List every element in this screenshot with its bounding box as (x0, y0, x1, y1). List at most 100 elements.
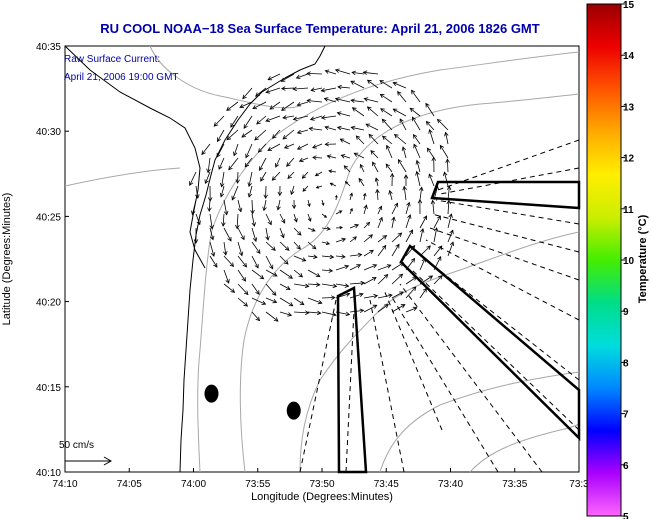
current-vector-head (372, 161, 377, 167)
current-vector-head (351, 70, 356, 76)
chart-title: RU COOL NOAA−18 Sea Surface Temperature:… (100, 21, 540, 36)
current-vector (260, 171, 267, 182)
current-vector (321, 227, 331, 230)
current-vector-head (242, 262, 248, 268)
current-vector (251, 255, 259, 269)
current-vector-head (255, 316, 261, 322)
current-vector-head (320, 87, 326, 93)
current-vector-head (412, 276, 418, 281)
current-vector-head (428, 275, 434, 280)
current-vector-head (332, 283, 338, 289)
current-vector-head (362, 192, 367, 197)
current-vector-head (426, 245, 431, 250)
current-vector-head (434, 185, 439, 191)
current-vector-head (378, 216, 383, 222)
current-vector-head (400, 304, 406, 309)
current-vector (432, 200, 435, 215)
current-vector (252, 101, 267, 109)
scale-arrow-head (103, 456, 113, 466)
current-vector (226, 101, 239, 111)
current-vector-head (271, 176, 277, 181)
current-vector-head (207, 207, 212, 212)
track-line (425, 239, 580, 321)
current-vector-head (411, 116, 417, 122)
colorbar-tick-label: 9 (623, 307, 629, 318)
current-vector-head (339, 138, 345, 143)
current-vector-head (221, 222, 226, 227)
x-tick-label: 73:3 (569, 479, 589, 490)
current-vector (363, 234, 373, 243)
current-vector-head (295, 74, 301, 79)
current-vector-head (363, 97, 369, 102)
current-vector-head (410, 244, 416, 250)
current-vector (254, 129, 267, 141)
current-vector-head (385, 144, 391, 150)
current-vector-head (345, 292, 351, 297)
current-vector-head (444, 131, 449, 137)
current-vector-head (204, 179, 209, 185)
current-vector (351, 126, 365, 131)
current-vector-head (339, 226, 344, 230)
colorbar-tick-label: 13 (623, 102, 635, 113)
current-vector (282, 129, 295, 140)
current-vector (358, 178, 365, 187)
current-vector (293, 311, 309, 314)
current-vector-head (446, 199, 451, 205)
current-vector (444, 172, 449, 187)
current-vector (248, 171, 253, 187)
current-vector (307, 199, 310, 207)
current-vector (412, 116, 421, 131)
current-vector (237, 199, 242, 212)
current-vector-head (436, 118, 442, 124)
current-vector (335, 255, 346, 258)
current-vector-head (359, 163, 364, 169)
current-vector (223, 241, 227, 255)
current-vector-head (344, 264, 350, 270)
current-vector-head (359, 292, 364, 297)
current-vector-head (304, 310, 310, 315)
current-vector-head (345, 311, 351, 317)
current-vector (263, 199, 267, 211)
current-vector (195, 185, 199, 199)
region-outline (336, 286, 368, 474)
current-vector (325, 70, 337, 75)
current-vector-head (354, 223, 360, 229)
current-vector-head (306, 98, 311, 104)
current-vector-head (335, 194, 338, 198)
current-vector (293, 297, 305, 305)
current-vector-head (257, 148, 263, 153)
current-vector (349, 193, 353, 201)
current-vector-head (365, 123, 371, 128)
current-vector (382, 118, 393, 131)
current-vector-head (443, 171, 448, 177)
current-vector (398, 159, 407, 173)
current-vector-head (351, 107, 357, 112)
current-vector (349, 224, 359, 229)
current-vector-head (436, 215, 441, 221)
current-vector (293, 269, 303, 278)
station-markers (204, 384, 301, 420)
current-vector-head (223, 210, 229, 216)
current-vector (251, 297, 266, 305)
depth-contour (469, 423, 580, 473)
current-vector-head (328, 268, 334, 273)
x-tick-label: 73:55 (245, 479, 270, 490)
current-vector-head (437, 256, 442, 261)
current-vector-head (356, 264, 362, 269)
track-line (389, 293, 499, 473)
current-vector-head (243, 302, 249, 307)
current-vector (287, 171, 295, 179)
current-vector (205, 171, 211, 184)
current-vector (321, 311, 336, 316)
current-vector-head (259, 274, 265, 280)
current-vector (377, 264, 391, 271)
current-vector (265, 87, 281, 93)
current-vector (447, 241, 454, 257)
current-vector-head (254, 136, 259, 141)
current-vector (277, 199, 281, 210)
current-vector (363, 205, 367, 215)
current-vector (385, 163, 393, 173)
current-vector-head (213, 122, 219, 127)
current-vector (307, 213, 311, 222)
current-vector-head (272, 134, 277, 139)
